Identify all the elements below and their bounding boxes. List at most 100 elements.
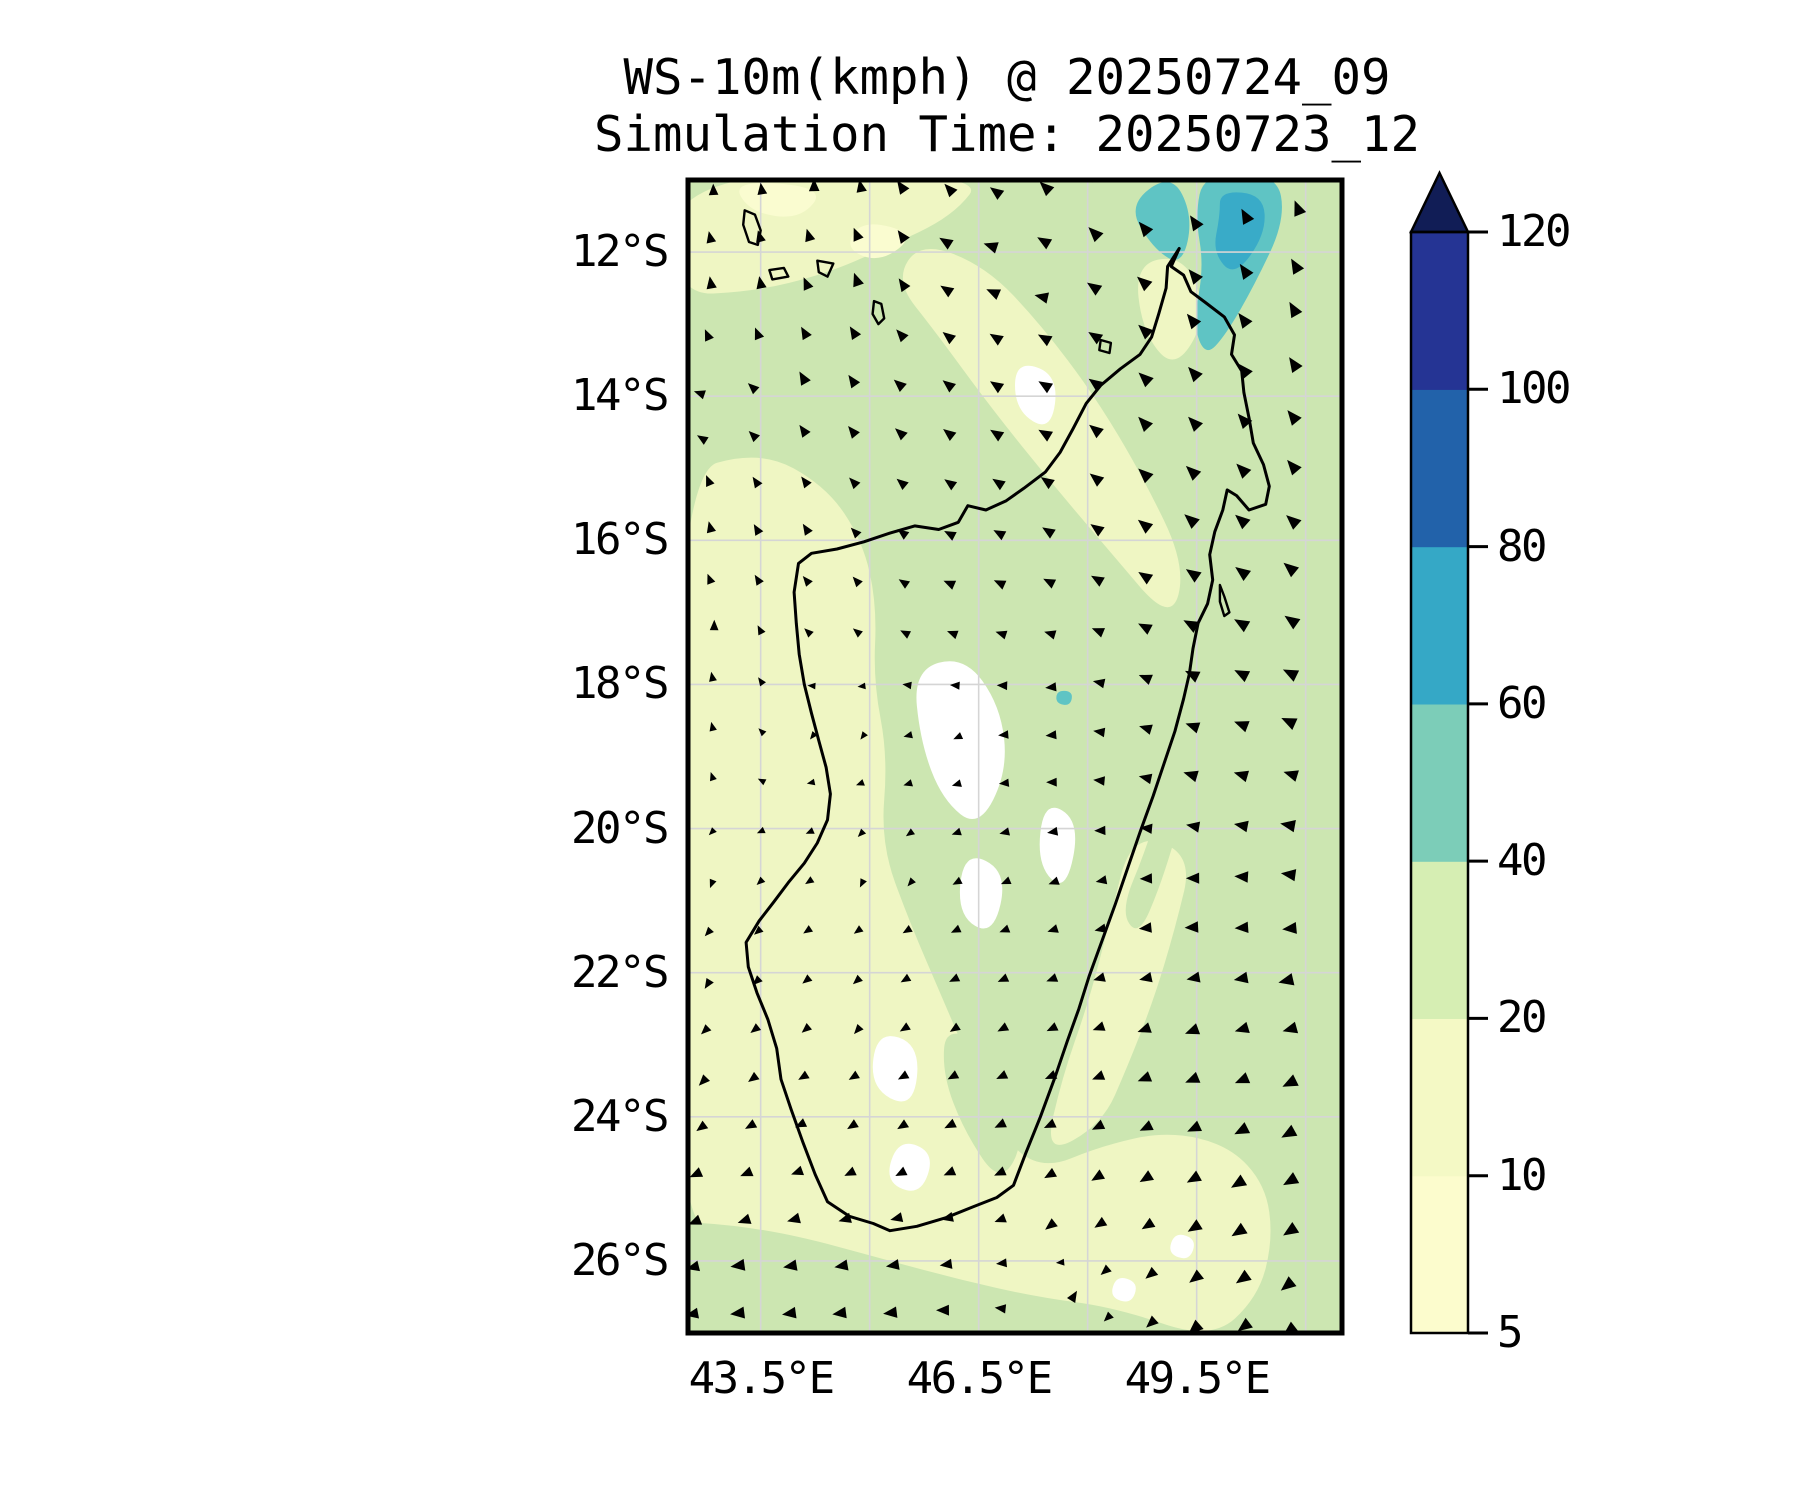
wind-arrow-head	[1238, 313, 1253, 329]
wind-arrow-head	[758, 728, 767, 737]
contour-region-green-south-inland	[943, 1033, 1021, 1173]
wind-arrow-head	[996, 681, 1008, 691]
wind-arrow-head	[996, 1258, 1007, 1268]
wind-arrow-head	[896, 329, 909, 343]
colorbar-segment	[1411, 703, 1468, 862]
island-nosy-be	[1098, 338, 1113, 355]
wind-arrow-head	[1103, 1311, 1114, 1322]
wind-arrow-head	[893, 379, 907, 392]
wind-arrow-head	[952, 876, 963, 885]
wind-arrow-head	[950, 924, 962, 933]
contour-region-white-north	[1015, 365, 1056, 425]
wind-arrow-head	[903, 731, 913, 739]
wind-arrow-head	[998, 730, 1009, 739]
wind-arrow-head	[1283, 562, 1299, 578]
wind-arrow-head	[1284, 1321, 1299, 1333]
wind-arrow-head	[1238, 363, 1253, 380]
wind-arrow-head	[710, 772, 717, 782]
wind-arrow-head	[936, 1304, 949, 1316]
wind-arrow-head	[844, 1166, 857, 1176]
wind-arrow-head	[1088, 378, 1104, 392]
wind-arrow-head	[1291, 258, 1305, 275]
wind-arrow-head	[709, 671, 717, 682]
wind-arrow-head	[895, 1166, 908, 1176]
wind-arrow-head	[1146, 1315, 1159, 1328]
wind-arrow-head	[849, 477, 861, 490]
wind-arrow-head	[1139, 724, 1153, 735]
wind-arrow-head	[1040, 477, 1055, 490]
wind-arrow-head	[999, 827, 1010, 836]
colorbar-segment	[1411, 232, 1468, 390]
contour-region-pale-west-south	[688, 457, 1271, 1331]
wind-arrow-head	[1282, 669, 1300, 682]
wind-arrow-head	[1137, 519, 1154, 534]
contour-region-white-highlands-3	[1039, 807, 1076, 884]
wind-arrow-head	[992, 478, 1006, 491]
wind-arrow-head	[1234, 721, 1250, 733]
wind-arrow-head	[709, 619, 719, 631]
wind-arrow-head	[698, 1074, 710, 1086]
wind-arrow-head	[860, 731, 868, 740]
wind-arrow-head	[1138, 324, 1154, 340]
wind-arrow-head	[1234, 1122, 1251, 1135]
wind-arrow-head	[1188, 1319, 1204, 1333]
wind-arrow-head	[1280, 869, 1297, 882]
wind-arrow-head	[803, 925, 813, 934]
wind-arrow-head	[1188, 416, 1203, 432]
wind-arrow-head	[1184, 921, 1199, 933]
wind-arrow-head	[1138, 416, 1153, 432]
map-area	[688, 157, 1342, 1333]
madagascar-coastline	[744, 247, 1271, 1233]
wind-arrow-head	[791, 1165, 804, 1176]
wind-arrow-head	[1044, 1070, 1058, 1079]
wind-arrow-head	[709, 721, 717, 732]
wind-arrow-head	[895, 428, 908, 441]
wind-arrow-head	[1087, 282, 1103, 296]
wind-arrow-head	[983, 242, 999, 254]
wind-arrow-head	[1089, 424, 1104, 439]
wind-arrow-head	[898, 278, 911, 293]
wind-arrow-head	[951, 827, 962, 836]
wind-arrow-head	[853, 925, 864, 934]
wind-arrow-head	[1141, 1217, 1156, 1230]
wind-arrow-head	[1095, 875, 1108, 885]
wind-arrow-head	[1191, 157, 1203, 173]
wind-arrow-head	[943, 1166, 957, 1176]
colorbar-tick-label: 60	[1497, 677, 1547, 729]
wind-arrow-head	[1091, 628, 1105, 638]
wind-arrow-head	[782, 1306, 797, 1319]
wind-arrow-head	[1055, 1258, 1065, 1266]
contour-region-paler-topleft-2	[850, 224, 906, 259]
wind-arrow-head	[998, 778, 1010, 787]
colorbar-extend-arrow	[1409, 170, 1470, 234]
wind-arrow-head	[758, 677, 766, 687]
wind-arrow-head	[1138, 572, 1154, 585]
wind-arrow-head	[748, 431, 760, 443]
wind-arrow-head	[849, 326, 862, 340]
colorbar-segment	[1411, 389, 1468, 548]
wind-arrow-head	[989, 333, 1004, 346]
wind-arrow-head	[942, 380, 956, 393]
wind-arrow-head	[854, 1024, 864, 1035]
wind-arrow-head	[801, 326, 812, 341]
wind-arrow-head	[1037, 334, 1053, 347]
wind-arrow-head	[1093, 972, 1106, 982]
wind-arrow-head	[1186, 971, 1201, 983]
wind-arrow-head	[857, 828, 867, 837]
wind-arrow-head	[1039, 181, 1055, 197]
wind-arrow-head	[853, 272, 864, 288]
wind-arrow-head	[1283, 1172, 1300, 1186]
wind-arrow-head	[1189, 1269, 1204, 1283]
wind-arrow-head	[1093, 727, 1106, 738]
wind-arrow-head	[944, 531, 957, 541]
wind-arrow-head	[993, 530, 1007, 541]
wind-arrow-head	[1233, 971, 1249, 984]
wind-arrow-head	[905, 828, 915, 837]
wind-arrow-head	[1294, 200, 1307, 217]
wind-arrow-head	[810, 731, 818, 740]
wind-arrow-head	[1048, 876, 1060, 885]
island-sainte-marie	[1218, 583, 1231, 618]
wind-arrow-head	[1043, 1118, 1057, 1128]
wind-arrow-head	[697, 435, 709, 445]
wind-arrow-head	[701, 1024, 712, 1035]
